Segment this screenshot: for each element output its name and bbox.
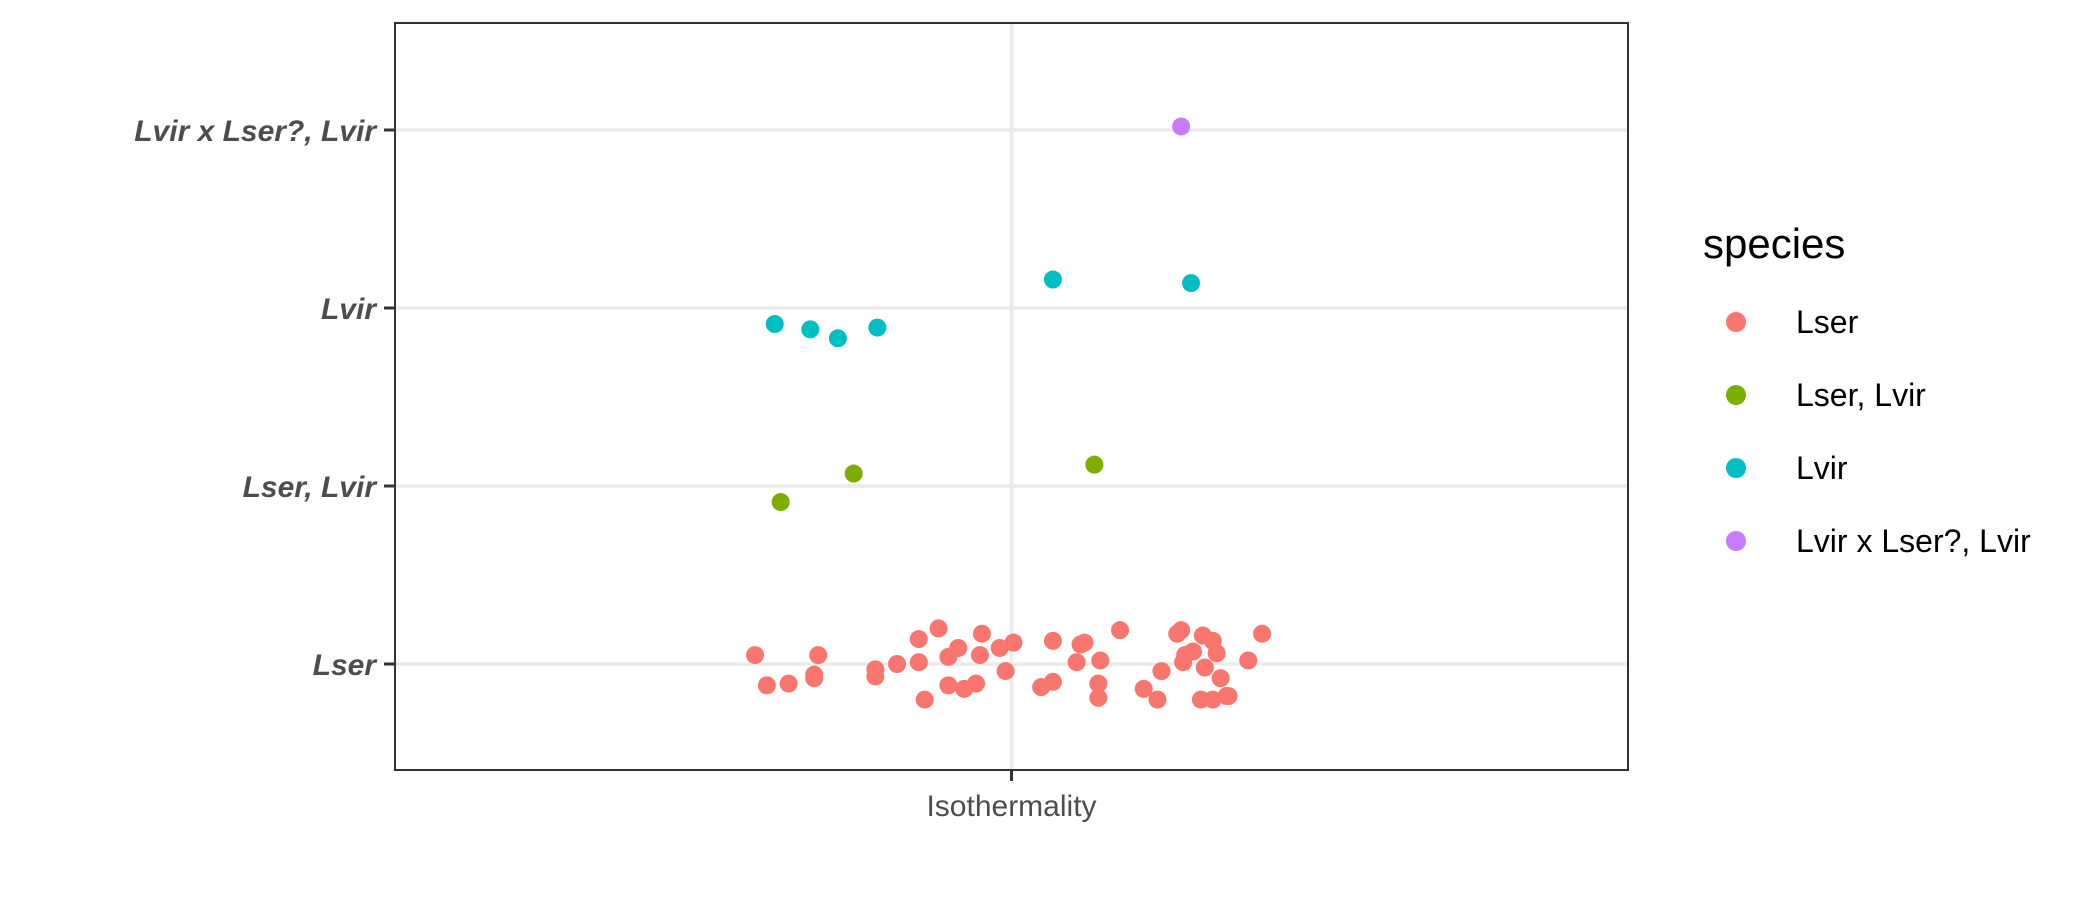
data-point xyxy=(809,646,828,665)
data-point xyxy=(1043,631,1062,650)
data-point xyxy=(1211,669,1230,688)
data-point xyxy=(990,638,1009,657)
data-point xyxy=(1239,651,1258,670)
data-point xyxy=(1085,455,1104,474)
data-point xyxy=(1089,688,1108,707)
data-point xyxy=(765,315,784,334)
y-tick-label: Lvir xyxy=(321,293,378,326)
data-point xyxy=(1183,642,1202,661)
data-point xyxy=(909,653,928,672)
data-point xyxy=(1067,653,1086,672)
legend-label: Lvir xyxy=(1796,450,1848,486)
data-point xyxy=(1253,624,1272,643)
data-point xyxy=(1089,674,1108,693)
data-point xyxy=(844,464,863,483)
data-point xyxy=(1075,633,1094,652)
data-point xyxy=(1004,633,1023,652)
x-axis: Isothermality xyxy=(926,770,1097,823)
data-point xyxy=(801,320,820,339)
data-point xyxy=(1148,690,1167,709)
x-tick-label: Isothermality xyxy=(926,790,1096,823)
legend-title: species xyxy=(1703,220,1845,267)
data-point xyxy=(939,676,958,695)
data-point xyxy=(779,674,798,693)
data-point xyxy=(757,676,776,695)
data-point xyxy=(972,624,991,643)
legend-key xyxy=(1726,531,1746,551)
y-tick-label: Lser xyxy=(313,649,379,682)
data-point xyxy=(1111,621,1130,640)
data-point xyxy=(1043,672,1062,691)
data-point xyxy=(909,630,928,649)
data-point xyxy=(771,493,790,512)
legend-label: Lser xyxy=(1796,304,1859,340)
legend-key xyxy=(1726,385,1746,405)
data-point xyxy=(1203,690,1222,709)
data-point xyxy=(1152,662,1171,681)
grid-lines xyxy=(395,23,1628,770)
data-point xyxy=(1091,651,1110,670)
data-point xyxy=(746,646,765,665)
legend-key xyxy=(1726,458,1746,478)
legend-label: Lser, Lvir xyxy=(1796,377,1926,413)
legend-label: Lvir x Lser?, Lvir xyxy=(1796,523,2031,559)
data-point xyxy=(1195,658,1214,677)
data-point xyxy=(866,660,885,679)
y-axis: Lser Lser, Lvir Lvir Lvir x Lser?, Lvir xyxy=(134,115,395,682)
y-tick-label: Lvir x Lser?, Lvir xyxy=(134,115,378,148)
data-point xyxy=(915,690,934,709)
data-point xyxy=(1182,274,1201,293)
data-point xyxy=(805,665,824,684)
data-point xyxy=(1043,270,1062,289)
data-point xyxy=(868,318,887,337)
data-point xyxy=(828,329,847,348)
data-point xyxy=(888,655,907,673)
data-point xyxy=(966,674,985,693)
legend: species Lser Lser, Lvir Lvir Lvir x Lser?, … xyxy=(1703,220,2031,559)
data-point xyxy=(970,646,989,665)
data-point xyxy=(996,662,1015,681)
data-point xyxy=(1219,687,1238,706)
data-point xyxy=(1172,621,1191,640)
legend-key xyxy=(1726,312,1746,332)
data-point xyxy=(929,619,948,638)
data-point xyxy=(949,638,968,657)
data-point xyxy=(1134,679,1153,698)
data-points xyxy=(746,117,1272,709)
data-point xyxy=(1172,117,1191,136)
data-point xyxy=(1207,644,1226,663)
y-tick-label: Lser, Lvir xyxy=(243,471,379,504)
